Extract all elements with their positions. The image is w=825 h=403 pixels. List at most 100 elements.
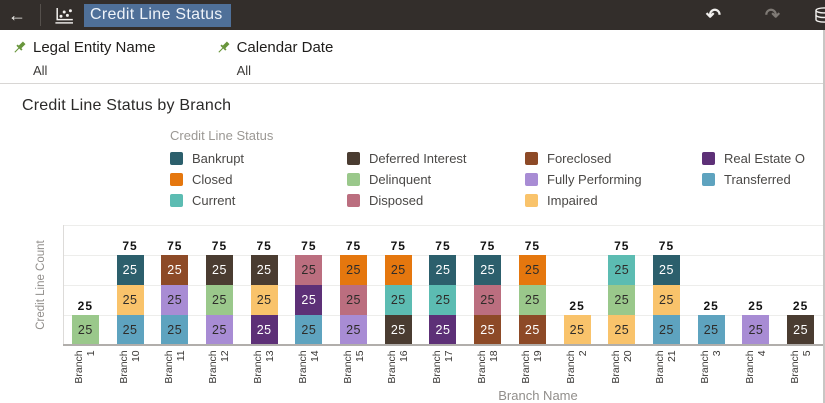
- bar-stack[interactable]: 25: [697, 315, 725, 345]
- legend-item[interactable]: Real Estate O: [702, 148, 825, 169]
- bar-area: 75 25 25 25: [205, 225, 233, 345]
- stacked-bar-chart: Credit Line Count 25 25 Branch 1 75 25 25 25 Bra…: [18, 225, 823, 403]
- filter-value[interactable]: All: [236, 63, 252, 78]
- bar-stack[interactable]: 25 25 25: [116, 255, 144, 345]
- bar-segment[interactable]: 25: [518, 285, 546, 315]
- bar-segment[interactable]: 25: [563, 315, 591, 345]
- bar-stack[interactable]: 25: [787, 315, 815, 345]
- bar-segment[interactable]: 25: [787, 315, 815, 345]
- bar-column: 75 25 25 25 Branch 21: [644, 225, 689, 392]
- bar-segment[interactable]: 25: [608, 255, 636, 285]
- legend-item[interactable]: Impaired: [525, 190, 702, 211]
- workbook-title-input[interactable]: Credit Line Status: [84, 3, 231, 27]
- bar-segment[interactable]: 25: [205, 285, 233, 315]
- bar-segment[interactable]: 25: [474, 315, 502, 345]
- legend-item[interactable]: Bankrupt: [170, 148, 347, 169]
- data-source-button[interactable]: [814, 6, 825, 24]
- bar-stack[interactable]: 25 25 25: [474, 255, 502, 345]
- bar-segment[interactable]: 25: [295, 285, 323, 315]
- bar-column: 75 25 25 25 Branch 19: [510, 225, 555, 392]
- bar-segment[interactable]: 25: [474, 285, 502, 315]
- redo-button[interactable]: ↷: [764, 4, 780, 25]
- bar-segment[interactable]: 25: [518, 315, 546, 345]
- bar-segment[interactable]: 25: [742, 315, 770, 345]
- bar-segment[interactable]: 25: [384, 315, 412, 345]
- bar-stack[interactable]: 25 25 25: [429, 255, 457, 345]
- undo-button[interactable]: ↶: [705, 4, 721, 25]
- bar-stack[interactable]: 25 25 25: [340, 255, 368, 345]
- x-axis-tick-label: Branch 19: [520, 349, 545, 384]
- x-axis-tick-label: Branch 4: [743, 349, 768, 384]
- legend-item[interactable]: Foreclosed: [525, 148, 702, 169]
- bar-segment[interactable]: 25: [116, 315, 144, 345]
- bar-segment[interactable]: 25: [295, 315, 323, 345]
- bar-total-label: 25: [748, 299, 764, 313]
- bar-segment[interactable]: 25: [340, 315, 368, 345]
- filter-value[interactable]: All: [33, 63, 48, 78]
- bar-segment[interactable]: 25: [161, 255, 189, 285]
- bar-column: 75 25 25 25 Branch 20: [599, 225, 644, 392]
- bar-stack[interactable]: 25 25 25: [295, 255, 323, 345]
- bar-stack[interactable]: 25 25 25: [608, 255, 636, 345]
- bar-stack[interactable]: 25 25 25: [384, 255, 412, 345]
- bar-segment[interactable]: 25: [429, 285, 457, 315]
- bar-stack[interactable]: 25: [71, 315, 99, 345]
- bar-area: 25 25: [563, 225, 591, 345]
- legend-item[interactable]: Delinquent: [347, 169, 525, 190]
- app-header: ← Credit Line Status ↶ ↷: [0, 0, 825, 30]
- bar-segment[interactable]: 25: [205, 315, 233, 345]
- legend-item[interactable]: Transferred: [702, 169, 825, 190]
- bar-segment[interactable]: 25: [116, 255, 144, 285]
- bar-total-label: 75: [479, 239, 496, 253]
- bar-segment[interactable]: 25: [250, 255, 278, 285]
- bar-segment[interactable]: 25: [116, 285, 144, 315]
- filter-calendar-date[interactable]: Calendar Date All: [216, 39, 333, 83]
- bar-segment[interactable]: 25: [384, 255, 412, 285]
- legend-swatch-icon: [525, 194, 538, 207]
- bar-segment[interactable]: 25: [340, 285, 368, 315]
- bar-segment[interactable]: 25: [652, 315, 680, 345]
- bar-segment[interactable]: 25: [697, 315, 725, 345]
- bar-segment[interactable]: 25: [429, 315, 457, 345]
- bar-stack[interactable]: 25 25 25: [652, 255, 680, 345]
- bar-stack[interactable]: 25: [563, 315, 591, 345]
- x-axis-tick-label: Branch 2: [565, 349, 590, 384]
- bar-stack[interactable]: 25 25 25: [518, 255, 546, 345]
- bar-segment[interactable]: 25: [161, 315, 189, 345]
- bar-segment[interactable]: 25: [295, 255, 323, 285]
- bar-segment[interactable]: 25: [608, 315, 636, 345]
- legend-item[interactable]: Closed: [170, 169, 347, 190]
- bar-segment[interactable]: 25: [384, 285, 412, 315]
- legend-item[interactable]: Deferred Interest: [347, 148, 525, 169]
- bar-segment[interactable]: 25: [161, 285, 189, 315]
- bar-segment[interactable]: 25: [340, 255, 368, 285]
- bar-stack[interactable]: 25 25 25: [161, 255, 189, 345]
- visualization-chart-icon: [54, 7, 74, 24]
- bar-segment[interactable]: 25: [71, 315, 99, 345]
- bar-segment[interactable]: 25: [518, 255, 546, 285]
- bar-segment[interactable]: 25: [205, 255, 233, 285]
- bar-segment[interactable]: 25: [429, 255, 457, 285]
- bar-column: 75 25 25 25 Branch 11: [152, 225, 197, 392]
- bar-stack[interactable]: 25 25 25: [205, 255, 233, 345]
- bar-area: 75 25 25 25: [116, 225, 144, 345]
- bar-total-label: 75: [524, 239, 541, 253]
- back-button[interactable]: ←: [8, 5, 26, 25]
- bar-segment[interactable]: 25: [652, 285, 680, 315]
- bar-column: 75 25 25 25 Branch 10: [108, 225, 153, 392]
- legend-item[interactable]: Disposed: [347, 190, 525, 211]
- bar-area: 75 25 25 25: [295, 225, 323, 345]
- bar-total-label: 25: [569, 299, 585, 313]
- bar-segment[interactable]: 25: [608, 285, 636, 315]
- bar-segment[interactable]: 25: [250, 315, 278, 345]
- bar-column: 25 25 Branch 2: [555, 225, 600, 392]
- legend-item[interactable]: Current: [170, 190, 347, 211]
- bar-stack[interactable]: 25 25 25: [250, 255, 278, 345]
- bar-stack[interactable]: 25: [742, 315, 770, 345]
- legend-item[interactable]: Fully Performing: [525, 169, 702, 190]
- filter-legal-entity-name[interactable]: Legal Entity Name All: [12, 39, 156, 83]
- bar-segment[interactable]: 25: [652, 255, 680, 285]
- legend-swatch-icon: [170, 173, 183, 186]
- bar-segment[interactable]: 25: [250, 285, 278, 315]
- bar-segment[interactable]: 25: [474, 255, 502, 285]
